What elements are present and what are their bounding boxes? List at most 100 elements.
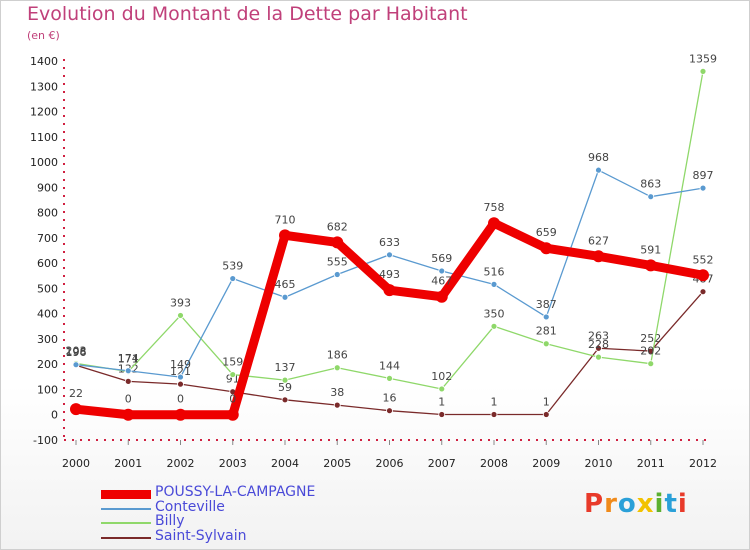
data-label-Saint-Sylvain: 1 (491, 395, 498, 408)
data-label-POUSSY-LA-CAMPAGNE: 627 (588, 234, 609, 247)
data-label-Conteville: 174 (118, 352, 139, 365)
y-tick-label: 800 (37, 207, 58, 220)
data-label-Billy: 144 (379, 359, 400, 372)
data-label-POUSSY-LA-CAMPAGNE: 659 (536, 226, 557, 239)
data-label-Billy: 102 (431, 370, 452, 383)
data-point-Billy (647, 360, 655, 368)
y-tick-label: 1200 (30, 106, 58, 119)
x-tick-label: 2012 (689, 457, 717, 470)
data-label-POUSSY-LA-CAMPAGNE: 0 (177, 393, 184, 406)
y-tick-label: 1000 (30, 156, 58, 169)
data-point-POUSSY-LA-CAMPAGNE (383, 284, 396, 297)
y-tick-label: -100 (33, 434, 58, 447)
data-point-Billy (229, 371, 237, 378)
data-label-Conteville: 387 (536, 298, 557, 311)
data-point-POUSSY-LA-CAMPAGNE (644, 259, 657, 272)
data-label-Conteville: 863 (640, 178, 661, 191)
data-point-Billy (333, 364, 341, 372)
data-label-POUSSY-LA-CAMPAGNE: 758 (484, 201, 505, 214)
data-point-POUSSY-LA-CAMPAGNE (435, 290, 448, 303)
data-point-POUSSY-LA-CAMPAGNE (697, 269, 709, 282)
y-tick-label: 1300 (30, 80, 58, 93)
legend-swatch (101, 507, 151, 510)
data-label-Conteville: 198 (66, 346, 87, 359)
data-label-Billy: 203 (66, 344, 87, 357)
data-label-Conteville: 516 (484, 265, 505, 278)
data-label-Billy: 350 (484, 307, 505, 320)
data-point-Conteville (595, 166, 602, 174)
data-point-Saint-Sylvain (124, 377, 132, 385)
data-point-Conteville (124, 367, 132, 375)
logo-letter: i (677, 489, 688, 519)
data-label-POUSSY-LA-CAMPAGNE: 682 (327, 220, 348, 233)
data-point-Saint-Sylvain (333, 401, 341, 409)
x-tick-label: 2010 (585, 457, 613, 470)
data-point-Conteville (386, 251, 393, 259)
data-label-Billy: 228 (588, 338, 609, 351)
data-point-Conteville (699, 184, 707, 192)
y-tick-label: 700 (37, 232, 58, 245)
line-chart: -100010020030040050060070080090010001100… (30, 52, 717, 470)
y-axis-unit: (en €) (27, 29, 60, 42)
data-point-POUSSY-LA-CAMPAGNE (226, 408, 239, 421)
data-label-Billy: 159 (222, 356, 243, 369)
y-tick-label: 300 (37, 333, 58, 346)
y-tick-label: 200 (37, 358, 58, 371)
logo-letter: o (617, 489, 637, 519)
data-point-Saint-Sylvain (177, 380, 184, 388)
data-label-Conteville: 465 (275, 278, 296, 291)
data-point-Billy (438, 385, 446, 393)
data-label-POUSSY-LA-CAMPAGNE: 710 (275, 213, 296, 226)
data-label-Billy: 1359 (689, 52, 717, 65)
data-label-Saint-Sylvain: 91 (226, 373, 240, 386)
data-point-Saint-Sylvain (699, 288, 707, 296)
data-label-Billy: 281 (536, 325, 557, 338)
data-point-Conteville (72, 361, 80, 369)
data-label-Billy: 202 (640, 345, 661, 358)
data-point-POUSSY-LA-CAMPAGNE (592, 250, 605, 263)
data-point-Conteville (333, 271, 341, 278)
x-tick-label: 2011 (637, 457, 665, 470)
data-point-Saint-Sylvain (542, 411, 550, 418)
data-point-Saint-Sylvain (438, 411, 446, 418)
data-label-POUSSY-LA-CAMPAGNE: 467 (431, 275, 452, 288)
data-point-Conteville (490, 280, 498, 288)
data-label-Saint-Sylvain: 263 (588, 329, 609, 342)
data-point-POUSSY-LA-CAMPAGNE (488, 217, 500, 230)
data-point-POUSSY-LA-CAMPAGNE (279, 229, 291, 242)
data-point-POUSSY-LA-CAMPAGNE (122, 408, 135, 421)
data-point-Saint-Sylvain (386, 407, 393, 415)
logo-letter: i (654, 489, 665, 519)
legend-swatch (101, 522, 151, 525)
data-label-Saint-Sylvain: 1 (438, 395, 445, 408)
data-label-POUSSY-LA-CAMPAGNE: 0 (125, 393, 132, 406)
x-tick-label: 2008 (480, 457, 508, 470)
legend-label: Billy (155, 513, 185, 529)
data-label-Saint-Sylvain: 1 (543, 395, 550, 408)
data-label-Saint-Sylvain: 38 (330, 386, 344, 399)
data-point-Billy (595, 353, 602, 361)
x-tick-label: 2006 (376, 457, 404, 470)
data-label-Saint-Sylvain: 59 (278, 381, 292, 394)
data-label-POUSSY-LA-CAMPAGNE: 493 (379, 268, 400, 281)
data-label-POUSSY-LA-CAMPAGNE: 0 (229, 393, 236, 406)
y-tick-label: 1400 (30, 55, 58, 68)
y-tick-label: 0 (51, 409, 58, 422)
x-tick-label: 2009 (532, 457, 560, 470)
data-label-Conteville: 555 (327, 256, 348, 269)
data-label-Saint-Sylvain: 252 (640, 332, 661, 345)
data-point-POUSSY-LA-CAMPAGNE (540, 242, 553, 255)
legend-label: POUSSY-LA-CAMPAGNE (155, 484, 316, 500)
data-label-POUSSY-LA-CAMPAGNE: 552 (693, 253, 714, 266)
data-label-Saint-Sylvain: 196 (66, 346, 87, 359)
data-point-POUSSY-LA-CAMPAGNE (174, 408, 187, 421)
y-tick-label: 400 (37, 308, 58, 321)
data-point-Conteville (177, 373, 184, 381)
legend-swatch (101, 489, 151, 499)
data-point-Billy (386, 374, 393, 382)
y-tick-label: 500 (37, 282, 58, 295)
data-label-Conteville: 633 (379, 236, 400, 249)
y-tick-label: 600 (37, 257, 58, 270)
x-tick-label: 2007 (428, 457, 456, 470)
data-label-Conteville: 897 (693, 169, 714, 182)
